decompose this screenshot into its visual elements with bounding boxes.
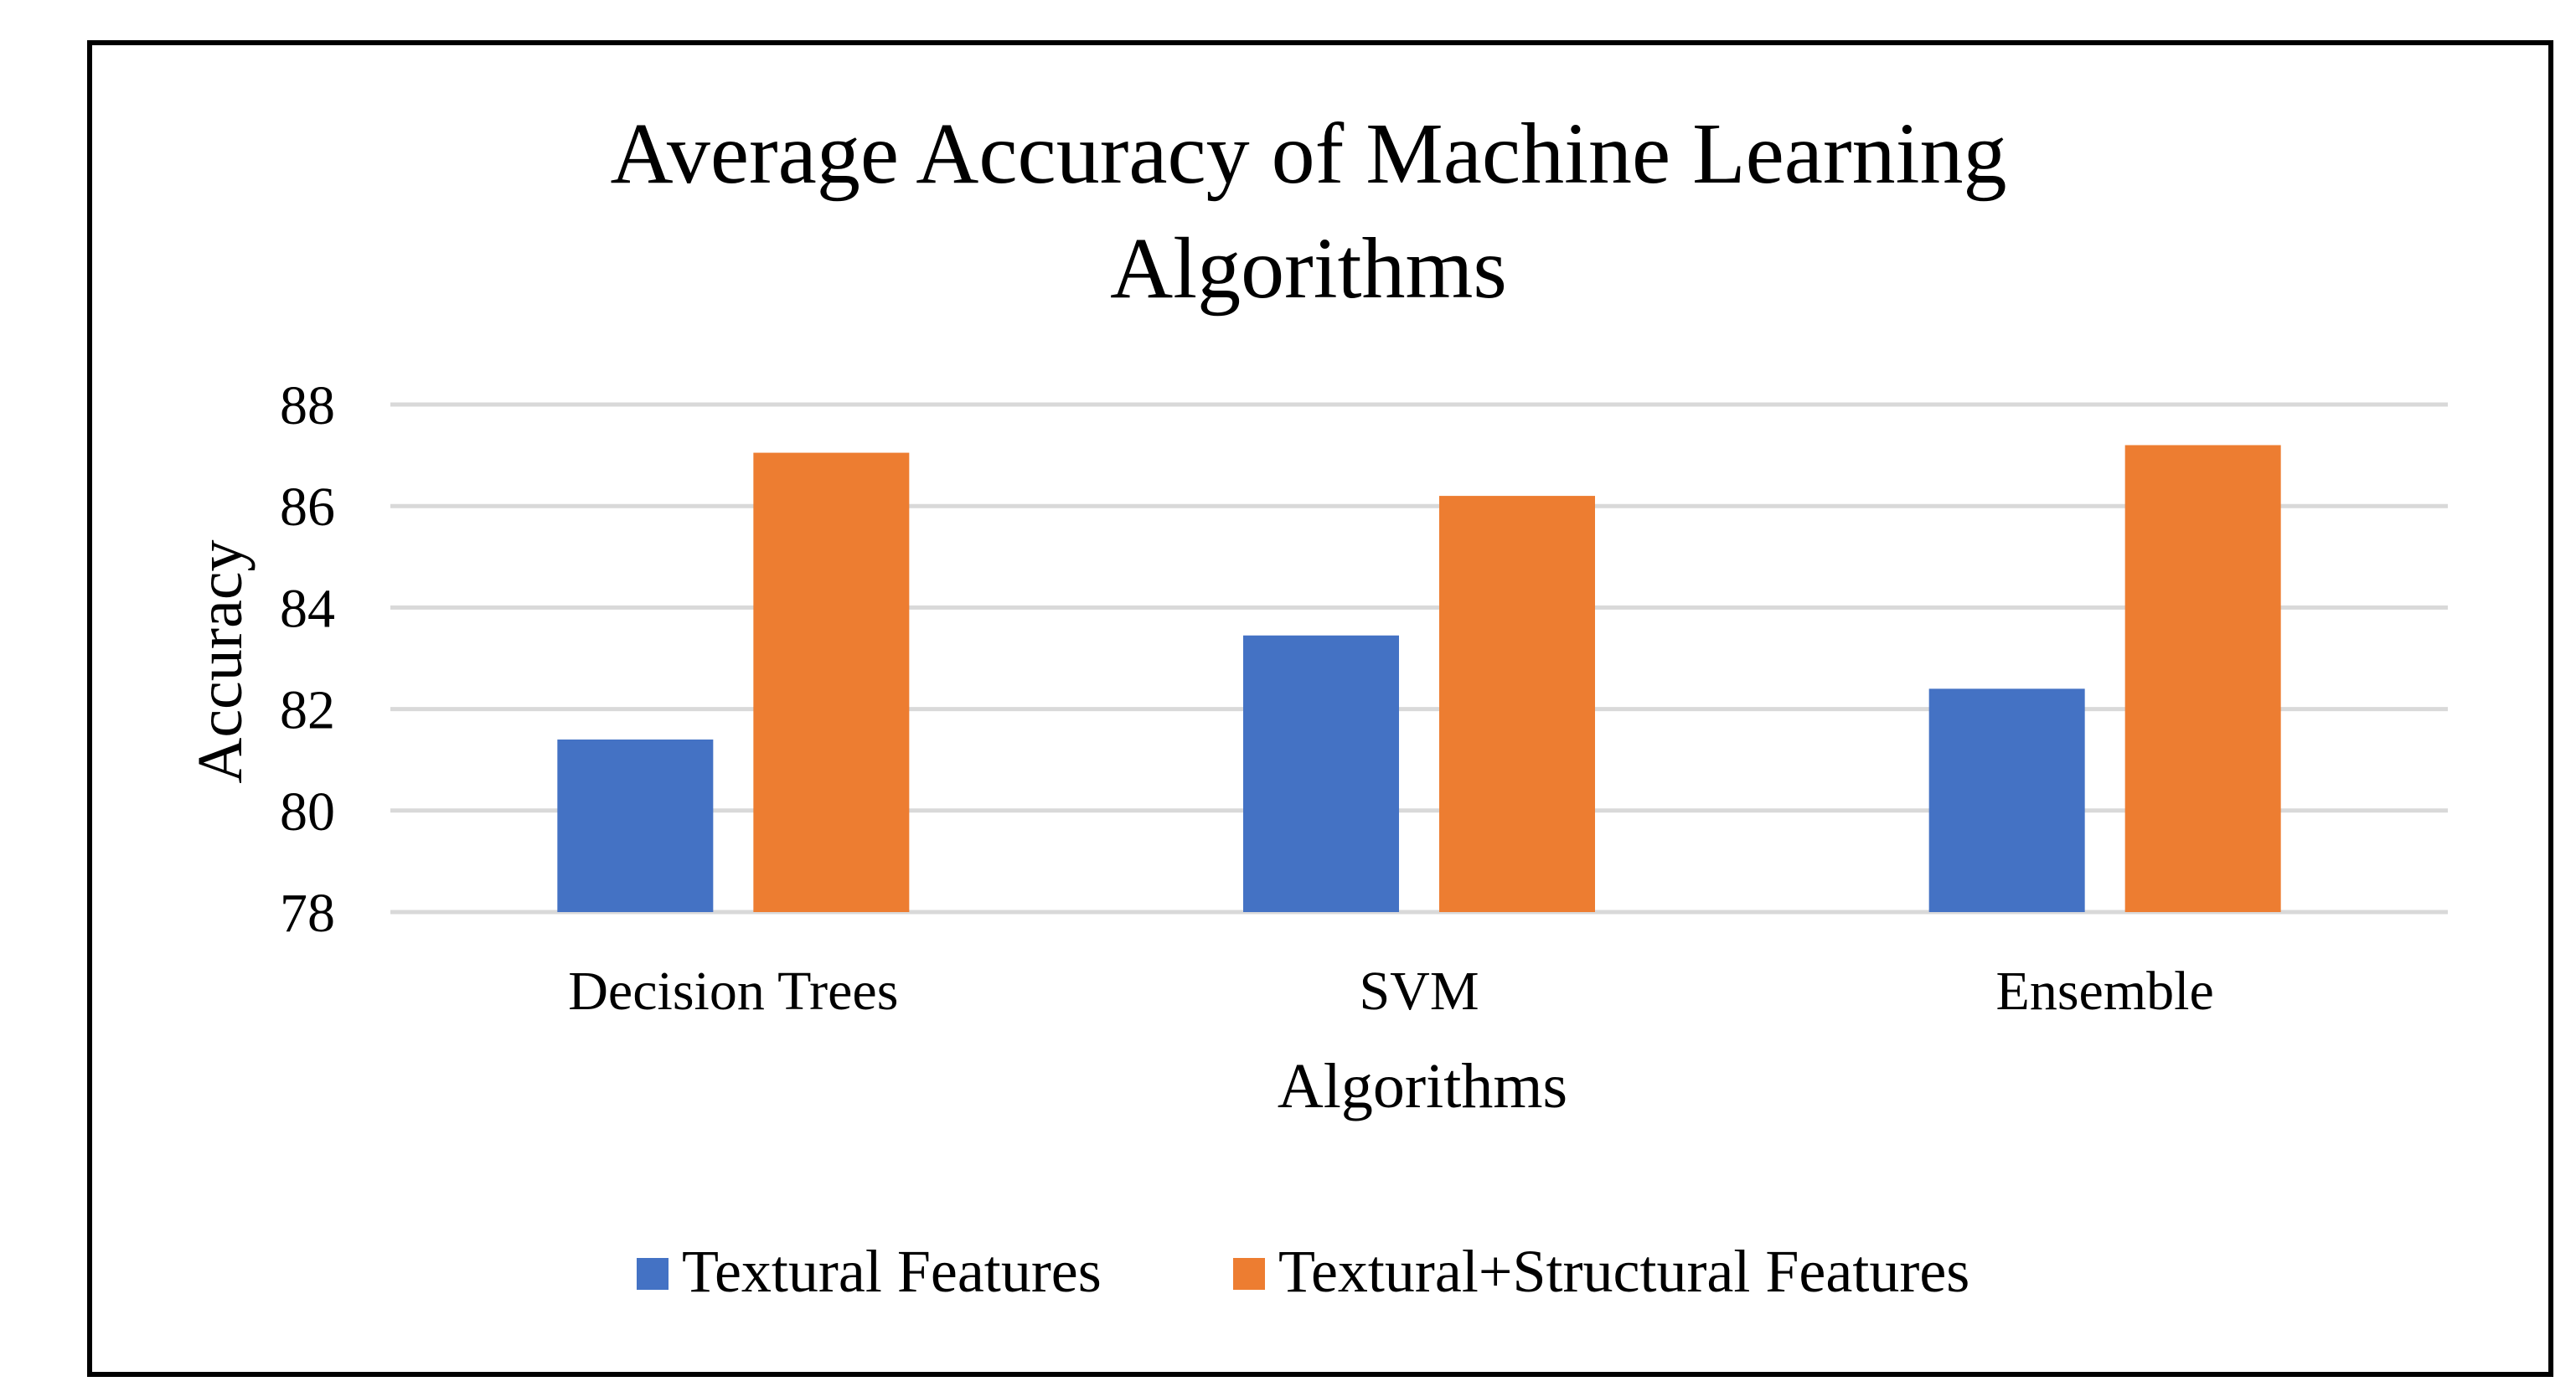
legend-swatch-textural [637, 1258, 669, 1290]
bar-textural-svm [1243, 635, 1399, 912]
legend: Textural Features Textural+Structural Fea… [637, 1238, 1969, 1305]
legend-label-textural-structural: Textural+Structural Features [1278, 1238, 1969, 1305]
x-tick-label: Ensemble [1996, 961, 2214, 1022]
x-tick-label: Decision Trees [568, 961, 898, 1022]
y-tick-label: 78 [280, 883, 335, 944]
y-axis-title: Accuracy [185, 539, 256, 783]
y-axis-ticks: 78 80 82 84 86 88 [280, 375, 335, 944]
bar-textural-structural-svm [1439, 496, 1595, 912]
bar-textural-decision-trees [557, 739, 714, 912]
chart-title-line-1: Average Accuracy of Machine Learning [611, 106, 2007, 202]
x-tick-label: SVM [1359, 961, 1479, 1022]
y-tick-label: 86 [280, 477, 335, 538]
bar-textural-structural-decision-trees [753, 452, 910, 912]
bars [557, 445, 2281, 912]
legend-label-textural: Textural Features [682, 1238, 1102, 1305]
y-tick-label: 80 [280, 781, 335, 843]
bar-textural-structural-ensemble [2124, 445, 2281, 912]
gridlines [390, 402, 2448, 915]
bar-textural-ensemble [1928, 688, 2085, 912]
chart-title-line-2: Algorithms [1110, 220, 1507, 317]
x-axis-ticks: Decision Trees SVM Ensemble [568, 961, 2214, 1022]
legend-swatch-textural-structural [1233, 1258, 1265, 1290]
y-tick-label: 84 [280, 578, 335, 639]
x-axis-title: Algorithms [1278, 1051, 1567, 1121]
y-tick-label: 82 [280, 680, 335, 741]
y-tick-label: 88 [280, 375, 335, 436]
